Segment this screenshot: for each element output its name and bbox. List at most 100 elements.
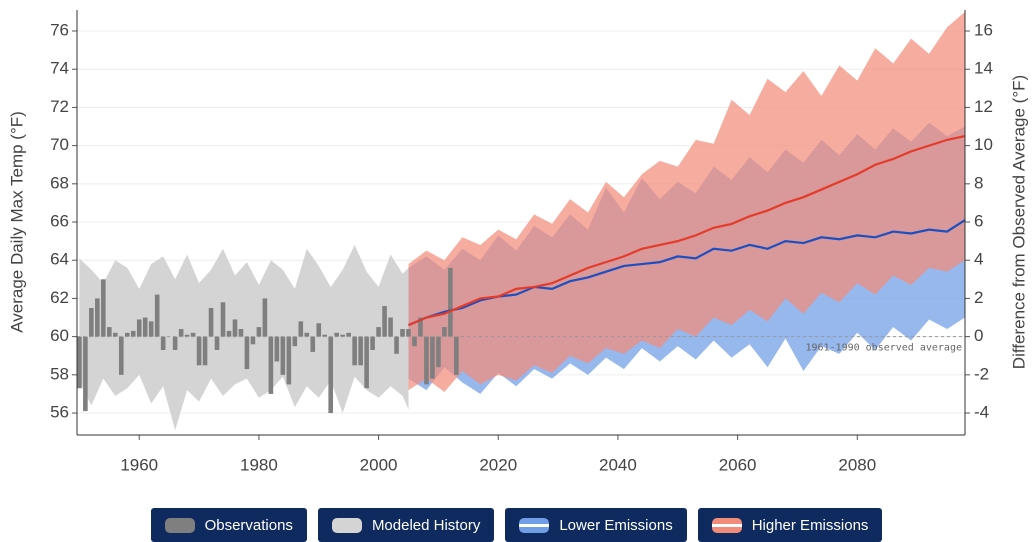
bar <box>274 336 280 362</box>
legend: Observations Modeled History Lower Emissio… <box>0 508 1033 542</box>
y-tick-label: 70 <box>50 135 69 154</box>
bar <box>232 319 238 337</box>
bar <box>418 317 423 337</box>
bar <box>358 336 363 366</box>
bar <box>256 327 262 337</box>
bar <box>118 336 124 375</box>
legend-button[interactable]: Modeled History <box>317 508 495 542</box>
bar <box>346 332 351 337</box>
bar <box>202 336 208 366</box>
bar <box>130 330 136 337</box>
legend-label: Higher Emissions <box>751 516 869 534</box>
bar <box>370 336 375 350</box>
bar <box>238 328 244 337</box>
bar <box>286 336 292 385</box>
y-tick-label: 68 <box>50 173 69 192</box>
bar <box>244 336 250 370</box>
y2-tick-label: 6 <box>974 212 983 231</box>
y-tick-label: 56 <box>50 403 69 422</box>
bar <box>83 336 88 412</box>
bar <box>334 332 339 337</box>
y2-tick-label: 4 <box>974 250 983 269</box>
legend-button[interactable]: Lower Emissions <box>505 508 687 542</box>
y2-tick-label: 8 <box>974 173 983 192</box>
bar <box>101 279 106 337</box>
bar <box>304 332 310 337</box>
bar <box>154 294 160 337</box>
bar <box>148 321 154 337</box>
bar <box>328 336 334 414</box>
bar <box>436 336 441 368</box>
legend-swatch-line <box>519 523 550 527</box>
y2-tick-label: 0 <box>974 326 983 345</box>
bar <box>310 336 316 352</box>
bar <box>77 336 82 389</box>
legend-label: Modeled History <box>371 516 481 534</box>
bar <box>316 323 322 337</box>
bar <box>89 307 94 337</box>
bar <box>406 328 411 337</box>
band <box>408 11 965 393</box>
y2-tick-label: -4 <box>974 403 989 422</box>
bar <box>160 336 166 350</box>
bar <box>196 336 202 366</box>
median-line <box>408 134 966 327</box>
bar <box>142 317 148 337</box>
bar <box>112 332 118 337</box>
bar <box>382 306 387 337</box>
legend-swatch-line <box>711 523 742 527</box>
bar <box>400 328 405 337</box>
bar <box>298 321 304 337</box>
bar <box>364 336 369 389</box>
legend-button[interactable]: Higher Emissions <box>697 508 883 542</box>
band <box>79 244 409 431</box>
x-tick-label: 2060 <box>719 455 757 474</box>
legend-swatch <box>519 517 550 533</box>
y-tick-label: 62 <box>50 288 69 307</box>
y2-tick-label: -2 <box>974 364 989 383</box>
legend-label: Observations <box>204 516 293 534</box>
y-tick-label: 66 <box>50 212 69 231</box>
y2-tick-label: 10 <box>974 135 993 154</box>
bar <box>268 336 274 394</box>
x-tick-label: 1960 <box>120 455 158 474</box>
legend-label: Lower Emissions <box>559 516 673 534</box>
y-axis-label: Average Daily Max Temp (°F) <box>7 111 26 333</box>
bar <box>184 334 190 337</box>
y-tick-label: 74 <box>50 59 69 78</box>
bar <box>376 327 381 337</box>
bar <box>292 336 298 347</box>
bar <box>412 336 417 347</box>
bar <box>352 336 357 366</box>
y-tick-label: 58 <box>50 364 69 383</box>
y2-tick-label: 14 <box>974 59 993 78</box>
bar <box>220 302 226 337</box>
y2-axis-label: Difference from Observed Average (°F) <box>1009 75 1028 369</box>
chart: Average Daily Max Temp (°F) Difference f… <box>7 10 1028 474</box>
legend-swatch <box>164 517 195 533</box>
y2-tick-label: 2 <box>974 288 983 307</box>
bar <box>394 336 399 354</box>
legend-button[interactable]: Observations <box>150 508 307 542</box>
bar <box>190 332 196 337</box>
legend-swatch <box>711 517 742 533</box>
bar <box>172 336 178 350</box>
x-tick-label: 2000 <box>360 455 398 474</box>
bar <box>124 332 130 337</box>
bar <box>262 298 268 337</box>
x-tick-label: 1980 <box>240 455 278 474</box>
y-tick-label: 64 <box>50 250 69 269</box>
legend-swatch <box>331 517 362 533</box>
reference-label: 1961-1990 observed average <box>805 343 962 354</box>
y-tick-label: 76 <box>50 20 69 39</box>
y-tick-label: 72 <box>50 97 69 116</box>
bar <box>424 336 429 385</box>
bar <box>178 328 184 337</box>
x-tick-label: 2040 <box>599 455 637 474</box>
y2-tick-label: 16 <box>974 20 993 39</box>
bar <box>136 319 142 337</box>
bar <box>454 336 459 375</box>
bar <box>280 336 286 375</box>
x-tick-label: 2080 <box>838 455 876 474</box>
bar <box>340 334 345 337</box>
